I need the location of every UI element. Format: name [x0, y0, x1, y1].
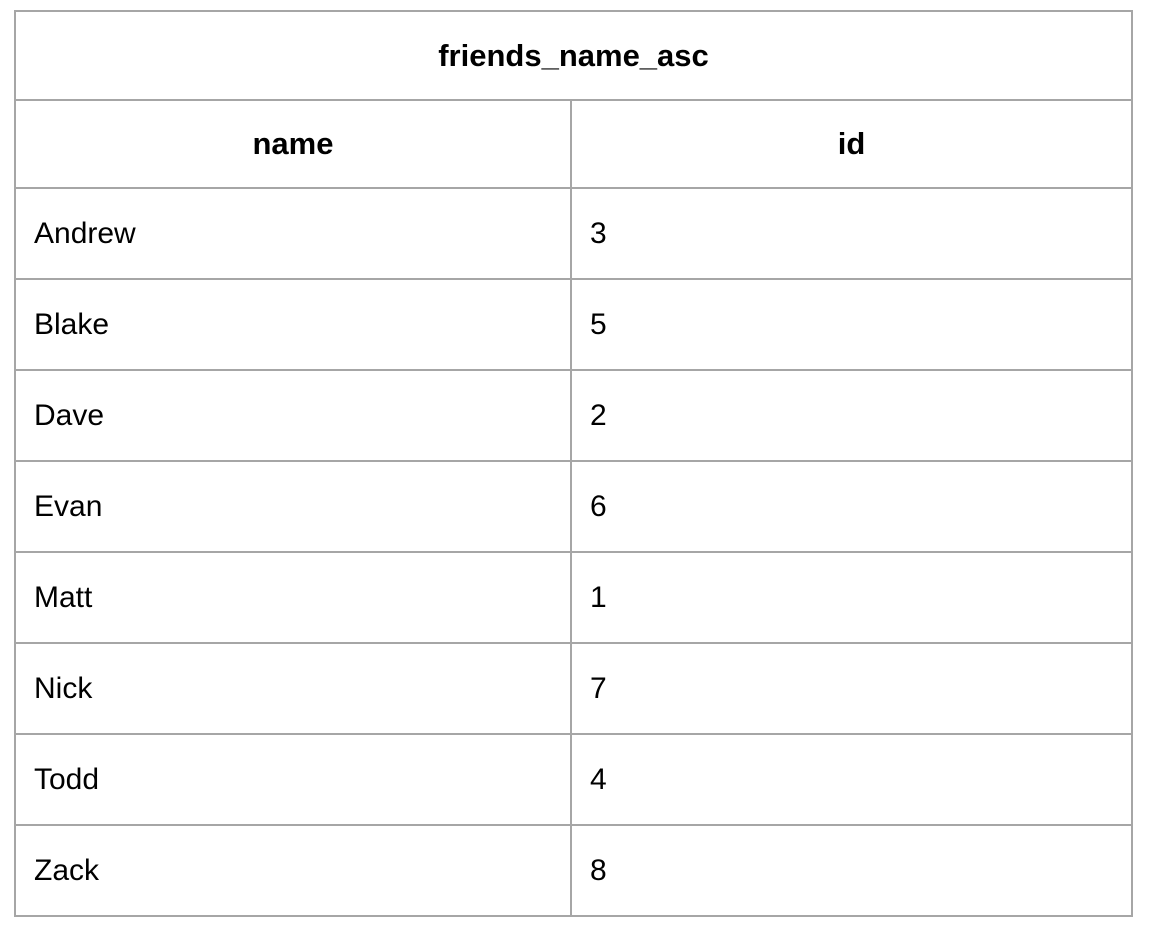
table-header-row: name id [14, 99, 1134, 189]
cell-id: 3 [569, 187, 1134, 280]
cell-name: Evan [14, 460, 572, 553]
table-row: Andrew 3 [14, 187, 1134, 280]
cell-id: 1 [569, 551, 1134, 644]
cell-name: Andrew [14, 187, 572, 280]
table-row: Evan 6 [14, 460, 1134, 553]
table-row: Dave 2 [14, 369, 1134, 462]
column-header-name: name [14, 99, 572, 189]
column-header-id: id [569, 99, 1134, 189]
table-title-row: friends_name_asc [13, 10, 1134, 101]
cell-name: Todd [14, 733, 572, 826]
cell-id: 6 [569, 460, 1134, 553]
table-row: Zack 8 [14, 824, 1134, 917]
cell-name: Blake [14, 278, 572, 371]
table-row: Blake 5 [14, 278, 1134, 371]
cell-id: 4 [569, 733, 1134, 826]
cell-name: Dave [14, 369, 572, 462]
table-row: Matt 1 [14, 551, 1134, 644]
cell-name: Matt [14, 551, 572, 644]
table-row: Todd 4 [14, 733, 1134, 826]
cell-id: 5 [569, 278, 1134, 371]
table-row: Nick 7 [14, 642, 1134, 735]
friends-table: friends_name_asc name id Andrew 3 Blake … [13, 10, 1134, 917]
cell-name: Zack [14, 824, 572, 917]
cell-id: 8 [569, 824, 1134, 917]
cell-name: Nick [14, 642, 572, 735]
table-title: friends_name_asc [13, 10, 1134, 101]
cell-id: 7 [569, 642, 1134, 735]
cell-id: 2 [569, 369, 1134, 462]
